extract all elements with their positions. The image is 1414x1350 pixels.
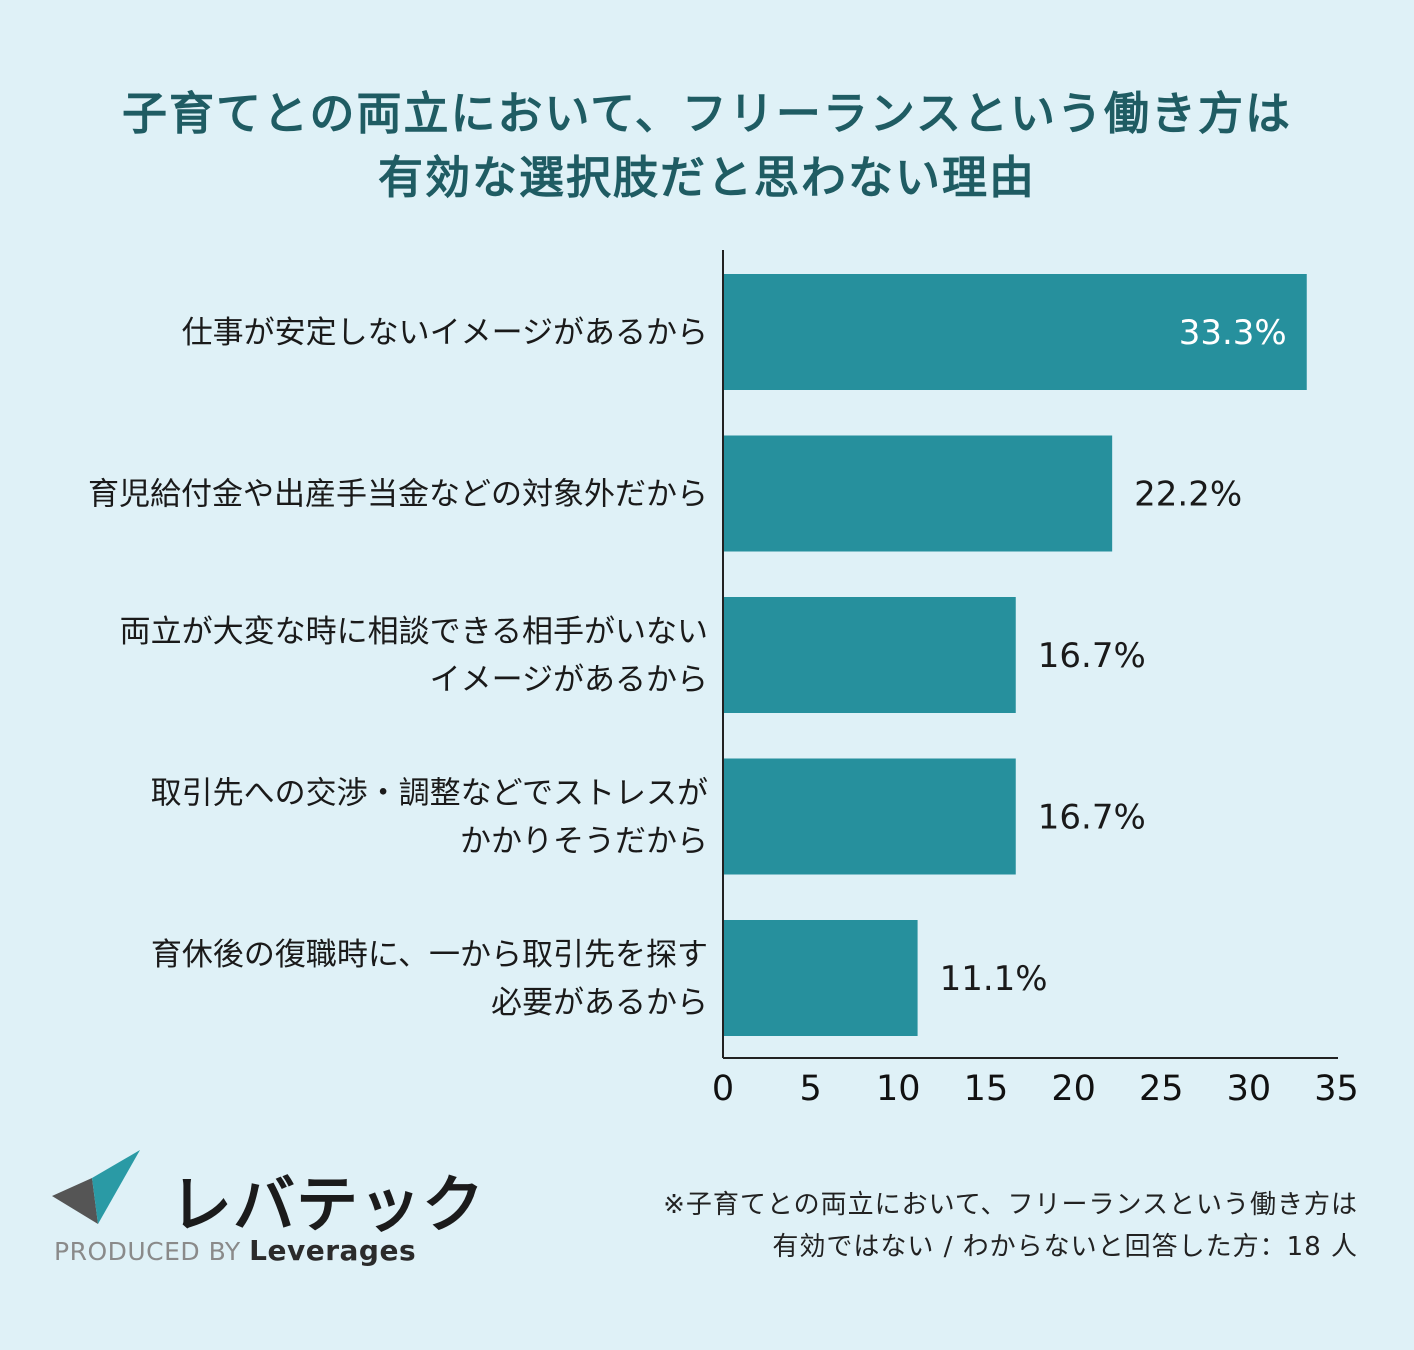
x-tick-label-30: 30 bbox=[1227, 1069, 1272, 1109]
category-label-1: 仕事が安定しないイメージがあるから bbox=[182, 315, 708, 351]
levtech-logo: レバテック PRODUCED BY Leverages bbox=[52, 1150, 484, 1270]
x-tick-label-25: 25 bbox=[1139, 1069, 1184, 1109]
x-tick-label-15: 15 bbox=[964, 1069, 1009, 1109]
bar-chart: 33.3% 仕事が安定しないイメージがあるから 22.2% 育児給付金や出産手当金など… bbox=[88, 250, 1359, 1109]
category-label-5-line1: 育休後の復職時に、一から取引先を探す bbox=[151, 937, 708, 973]
chart-title-line1: 子育てとの両立において、フリーランスという働き方は bbox=[121, 87, 1293, 140]
logo-check-icon bbox=[52, 1150, 140, 1224]
produced-by-label: PRODUCED BY bbox=[54, 1237, 241, 1266]
category-label-4-line1: 取引先への交渉・調整などでストレスが bbox=[151, 776, 708, 812]
bar-value-label-5: 11.1% bbox=[940, 959, 1048, 999]
logo-wordmark: レバテック bbox=[170, 1168, 486, 1241]
category-label-3-line1: 両立が大変な時に相談できる相手がいない bbox=[120, 614, 708, 650]
footnote: ※子育てとの両立において、フリーランスという働き方は 有効ではない / わからな… bbox=[663, 1184, 1358, 1268]
category-label-5-line2: 必要があるから bbox=[491, 985, 708, 1021]
category-label-4-line2: かかりそうだから bbox=[460, 824, 708, 860]
x-tick-label-20: 20 bbox=[1051, 1069, 1096, 1109]
bar-5 bbox=[723, 920, 918, 1036]
bar-4 bbox=[723, 758, 1016, 875]
x-tick-label-5: 5 bbox=[800, 1069, 822, 1109]
x-tick-label-0: 0 bbox=[712, 1069, 734, 1109]
bar-1 bbox=[723, 274, 1307, 390]
x-tick-label-35: 35 bbox=[1314, 1069, 1359, 1109]
brand-name: Leverages bbox=[249, 1234, 417, 1267]
category-label-2: 育児給付金や出産手当金などの対象外だから bbox=[88, 477, 708, 513]
bar-3 bbox=[723, 597, 1016, 713]
bar-value-label-2: 22.2% bbox=[1134, 475, 1242, 515]
footnote-line2: 有効ではない / わからないと回答した方：18 人 bbox=[772, 1232, 1358, 1262]
chart-title-line2: 有効な選択肢だと思わない理由 bbox=[377, 151, 1036, 204]
bar-value-label-1: 33.3% bbox=[1179, 313, 1287, 353]
bar-value-label-4: 16.7% bbox=[1038, 798, 1146, 838]
category-label-3-line2: イメージがあるから bbox=[430, 662, 708, 698]
bar-value-label-3: 16.7% bbox=[1038, 636, 1146, 676]
bar-2 bbox=[723, 435, 1113, 552]
chart-title: 子育てとの両立において、フリーランスという働き方は 有効な選択肢だと思わない理由 bbox=[0, 82, 1414, 210]
x-tick-label-10: 10 bbox=[876, 1069, 921, 1109]
footnote-line1: ※子育てとの両立において、フリーランスという働き方は bbox=[663, 1190, 1358, 1220]
produced-by-line: PRODUCED BY Leverages bbox=[54, 1234, 416, 1267]
